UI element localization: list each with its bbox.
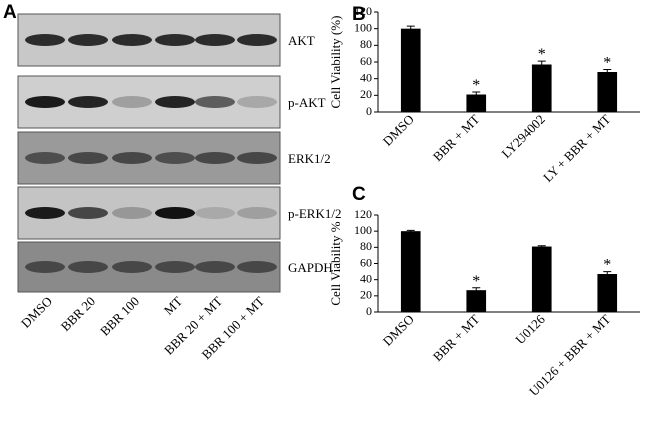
blot-band [112,207,152,219]
error-bar [603,69,612,75]
y-tick-label: 120 [354,4,372,18]
bar [597,274,618,312]
significance-label: * [603,257,611,274]
lane-label: MT [161,293,185,317]
blot-band [112,261,152,273]
blot-band [195,207,235,219]
blot-band [68,207,108,219]
blot-band [195,34,235,46]
error-bar [472,91,481,97]
bar [531,246,552,312]
blot-band [25,34,65,46]
bar [531,64,552,112]
y-tick-label: 0 [366,304,372,318]
panel-label: A [3,2,17,23]
y-tick-label: 100 [354,223,372,237]
panel-label: C [352,184,366,205]
y-tick-label: 60 [360,255,372,269]
x-tick-label: DMSO [380,112,417,149]
y-axis-title: Cell Viability (%) [328,16,343,109]
y-tick-label: 80 [360,37,372,51]
significance-label: * [538,46,546,63]
blot-band [195,152,235,164]
y-axis-title: Cell Viability % [328,221,343,305]
error-bar [537,60,546,68]
blot-band [155,152,195,164]
y-tick-label: 0 [366,104,372,118]
significance-label: * [603,55,611,72]
blot-band [195,261,235,273]
blot-band [68,34,108,46]
y-tick-label: 80 [360,239,372,253]
significance-label: * [472,273,480,290]
blot-band [68,152,108,164]
x-tick-label: BBR + MT [430,111,483,164]
protein-label: p-AKT [288,95,326,110]
error-bar [406,25,415,32]
panel-label: B [352,4,366,25]
error-bar [537,245,546,248]
bar [597,72,618,112]
blot-band [68,96,108,108]
y-tick-label: 20 [360,87,372,101]
blot-band [195,96,235,108]
y-tick-label: 60 [360,54,372,68]
blot-band [155,261,195,273]
protein-label: GAPDH [288,260,333,275]
blot-band [155,34,195,46]
blot-band [25,152,65,164]
blot-band [25,96,65,108]
lane-label: BBR 20 [58,294,98,334]
error-bar [406,229,415,232]
error-bar [603,271,612,277]
protein-label: ERK1/2 [288,151,331,166]
blot-band [25,207,65,219]
blot-band [155,96,195,108]
y-tick-label: 120 [354,207,372,221]
blot-panel: AKT p-AKT ERK1/2 p-ERK1/2 GAPDH DMSO BBR 20BBR… [17,13,341,362]
error-bar [472,287,481,293]
significance-label: * [472,77,480,94]
x-tick-label: LY294002 [498,112,548,162]
bar [466,94,487,112]
x-tick-label: BBR + MT [430,311,483,364]
blot-band [237,152,277,164]
bar [466,290,487,312]
bar [400,28,421,113]
blot-band [155,207,195,219]
blot-band [112,152,152,164]
y-tick-label: 20 [360,288,372,302]
lane-label: DMSO [18,294,55,331]
x-tick-label: U0126 [512,311,548,347]
blot-band [112,96,152,108]
x-tick-label: DMSO [380,312,417,349]
bar [400,231,421,312]
protein-label: p-ERK1/2 [288,206,341,221]
protein-label: AKT [288,33,315,48]
lane-label: BBR 100 [97,294,142,339]
blot-band [237,96,277,108]
blot-band [112,34,152,46]
blot-band [68,261,108,273]
blot-band [237,34,277,46]
x-tick-label: LY + BBR + MT [540,111,613,184]
blot-band [237,261,277,273]
y-tick-label: 40 [360,271,372,285]
blot-band [25,261,65,273]
y-tick-label: 100 [354,20,372,34]
y-tick-label: 40 [360,70,372,84]
blot-band [237,207,277,219]
